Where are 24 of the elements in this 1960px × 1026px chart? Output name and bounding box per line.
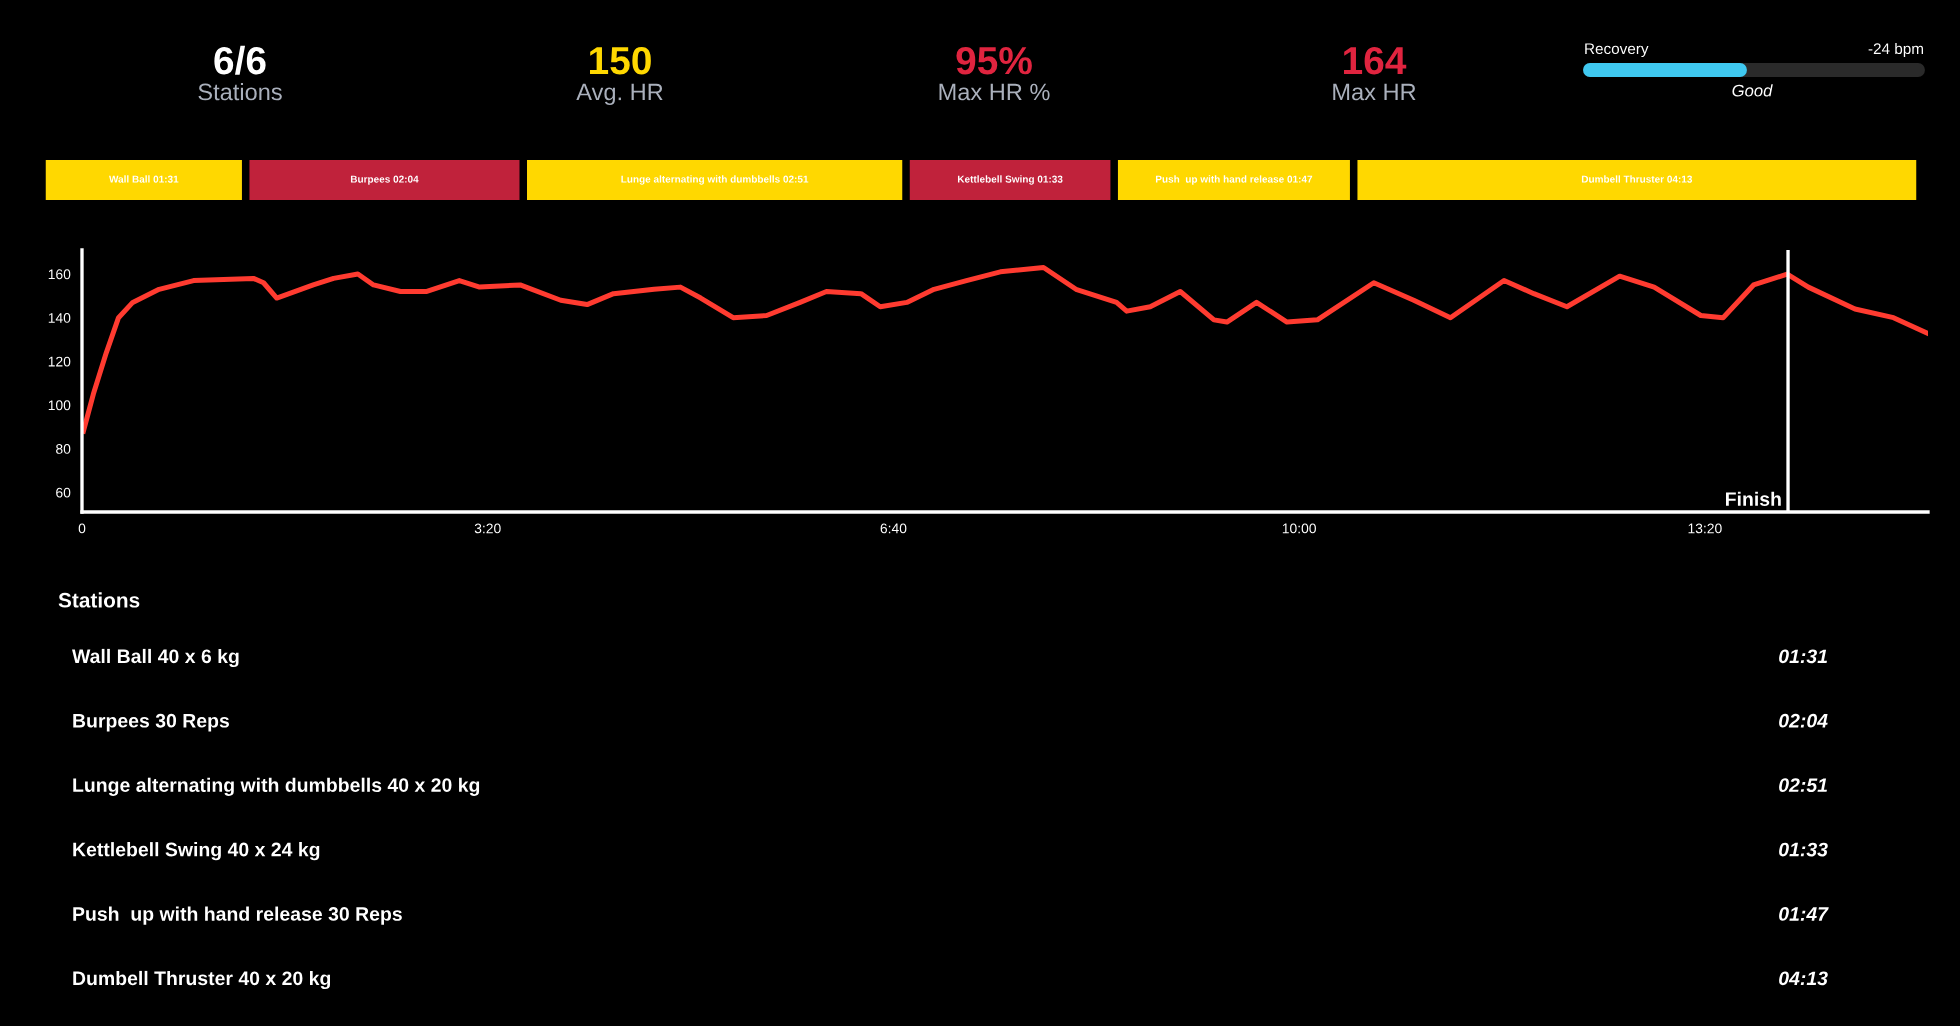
category-label: Dumbell Thruster 40 x 20 kg [73, 970, 331, 990]
text: 01:31 [1779, 649, 1827, 664]
category-label: Max HR [1333, 83, 1416, 101]
text: 01:47 [1779, 907, 1829, 921]
category-label: Burpees 30 Reps [73, 713, 229, 732]
text: Good [1732, 84, 1773, 97]
text: Stations [58, 592, 140, 608]
text: 95% [956, 46, 1032, 75]
text: 150 [590, 46, 651, 75]
line-series [82, 264, 1928, 434]
text: 04:13 [1779, 971, 1828, 986]
text: 02:51 [1779, 778, 1827, 793]
category-label: Kettlebell Swing 40 x 24 kg [73, 842, 320, 861]
text: 01:33 [1779, 842, 1828, 857]
category-label: Push up with hand release 30 Reps [73, 906, 402, 925]
ref-line-label: Finish [1726, 491, 1781, 506]
category-label: Avg. HR [576, 83, 663, 106]
category-label: Stations [198, 83, 282, 101]
text: 164 [1344, 46, 1407, 75]
category-label: Lunge alternating with dumbbells 40 x 20 kg [73, 777, 480, 796]
text: 6/6 [214, 45, 266, 75]
text: 02:04 [1779, 713, 1828, 728]
category-label: Wall Ball 40 x 6 kg [72, 648, 239, 668]
category-label: Max HR % [939, 83, 1050, 101]
